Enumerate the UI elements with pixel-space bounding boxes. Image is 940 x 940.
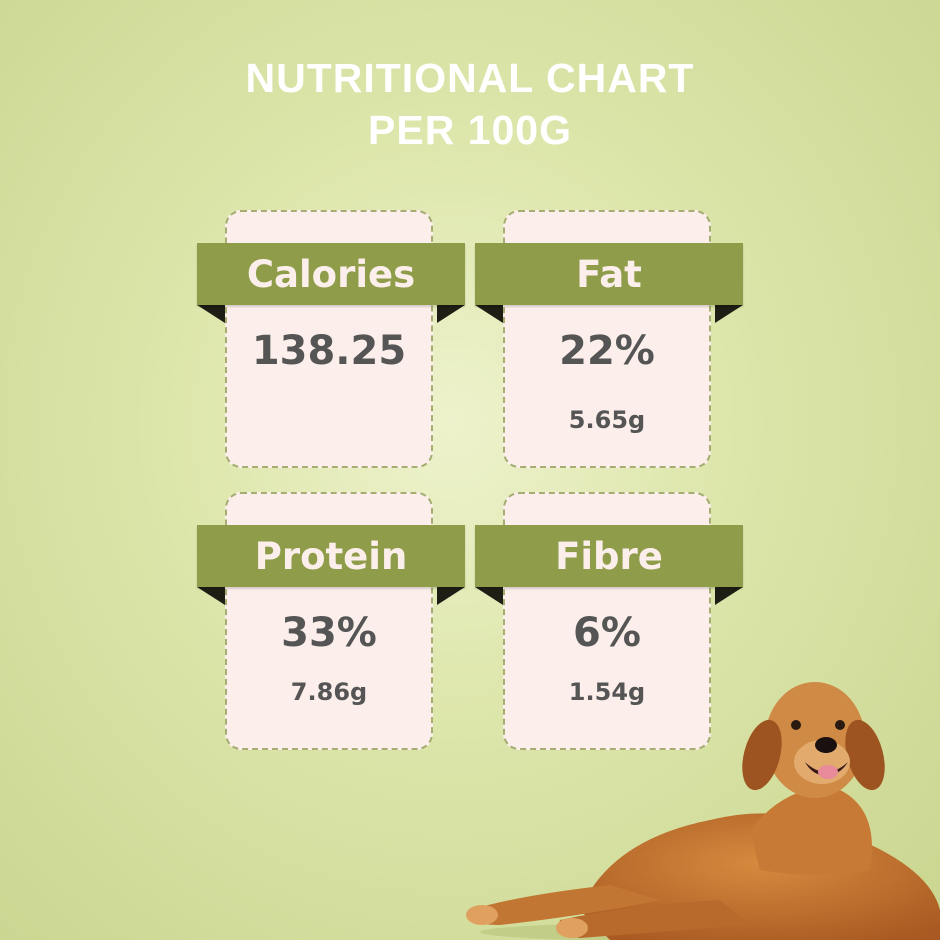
calories-label: Calories	[197, 243, 465, 305]
fat-amount: 5.65g	[568, 406, 646, 434]
ribbon-fold	[715, 305, 743, 323]
dog-image	[466, 682, 940, 940]
ribbon-fold	[197, 305, 225, 323]
calories-value: 138.25	[251, 328, 407, 374]
ribbon-fold	[437, 305, 465, 323]
protein-amount: 7.86g	[290, 678, 368, 706]
title-line-1: NUTRITIONAL CHART	[245, 55, 695, 101]
ribbon-fold	[437, 587, 465, 605]
ribbon-fold	[197, 587, 225, 605]
title-line-2: PER 100G	[368, 107, 572, 153]
protein-value: 33%	[281, 610, 377, 656]
ribbon-fold	[475, 305, 503, 323]
ribbon-fold	[715, 587, 743, 605]
page-title: NUTRITIONAL CHART PER 100G	[0, 52, 940, 156]
protein-label: Protein	[197, 525, 465, 587]
fat-value: 22%	[559, 328, 655, 374]
fat-label: Fat	[475, 243, 743, 305]
fibre-amount: 1.54g	[568, 678, 646, 706]
ribbon-fold	[475, 587, 503, 605]
fibre-value: 6%	[573, 610, 641, 656]
fibre-label: Fibre	[475, 525, 743, 587]
